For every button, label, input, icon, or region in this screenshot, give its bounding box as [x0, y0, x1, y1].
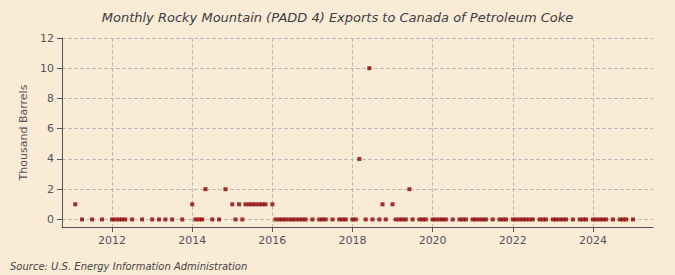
svg-text:2022: 2022 [499, 234, 527, 247]
svg-text:10: 10 [40, 62, 54, 75]
svg-text:12: 12 [40, 32, 54, 45]
svg-text:2: 2 [47, 183, 54, 196]
svg-text:Thousand Barrels: Thousand Barrels [17, 84, 30, 181]
svg-text:4: 4 [47, 152, 54, 165]
svg-text:Monthly Rocky Mountain (PADD 4: Monthly Rocky Mountain (PADD 4) Exports … [102, 10, 574, 25]
svg-text:2020: 2020 [419, 234, 447, 247]
svg-text:6: 6 [47, 122, 54, 135]
svg-text:2014: 2014 [178, 234, 206, 247]
svg-text:8: 8 [47, 92, 54, 105]
svg-text:2024: 2024 [579, 234, 607, 247]
svg-text:2016: 2016 [258, 234, 286, 247]
svg-text:0: 0 [47, 213, 54, 226]
svg-text:Source: U.S. Energy Informatio: Source: U.S. Energy Information Administ… [10, 261, 247, 272]
svg-text:2012: 2012 [98, 234, 126, 247]
svg-text:2018: 2018 [338, 234, 366, 247]
